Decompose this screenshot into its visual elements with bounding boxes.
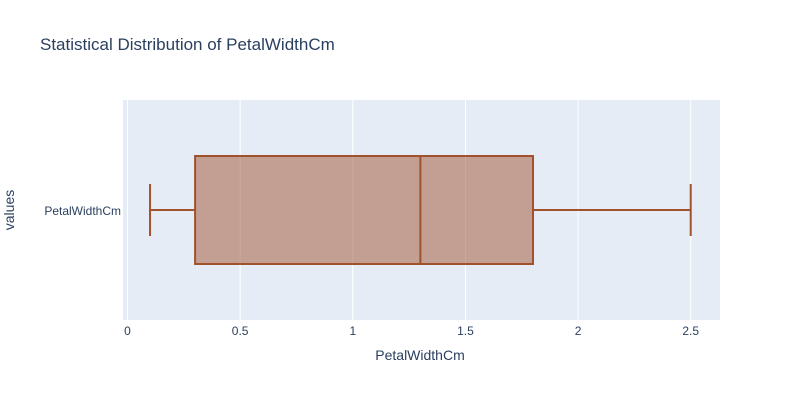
x-tick-label: 2 bbox=[575, 324, 582, 338]
x-axis-ticks: 0 0.5 1 1.5 2 2.5 bbox=[124, 324, 699, 338]
y-tick-label: PetalWidthCm bbox=[44, 204, 121, 218]
box-series bbox=[149, 155, 692, 265]
iqr-box bbox=[194, 155, 535, 265]
chart-title: Statistical Distribution of PetalWidthCm bbox=[40, 35, 335, 54]
x-tick-label: 1.5 bbox=[457, 324, 474, 338]
x-axis-title: PetalWidthCm bbox=[375, 347, 464, 363]
x-tick-label: 0 bbox=[124, 324, 131, 338]
x-tick-label: 1 bbox=[349, 324, 356, 338]
x-tick-label: 2.5 bbox=[682, 324, 699, 338]
y-axis-title: values bbox=[1, 190, 17, 230]
x-tick-label: 0.5 bbox=[232, 324, 249, 338]
